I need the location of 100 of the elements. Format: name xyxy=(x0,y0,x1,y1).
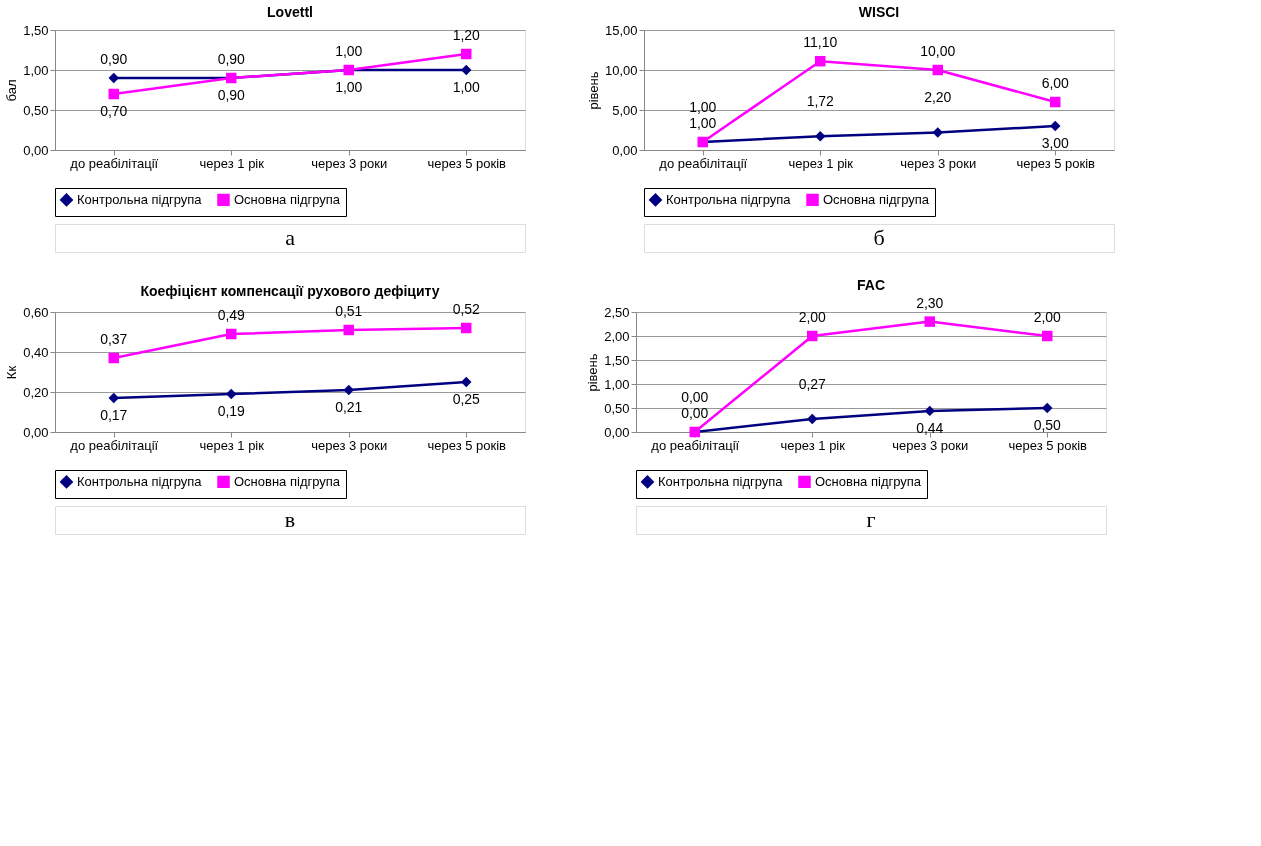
chart-title: Коефіцієнт компенсації рухового дефіциту xyxy=(140,283,440,299)
y-tick-label: 1,50 xyxy=(23,22,49,38)
x-tick-label: через 1 рік xyxy=(788,155,854,171)
data-label: 11,10 xyxy=(803,34,838,51)
y-tick-label: 15,00 xyxy=(604,22,638,38)
point xyxy=(924,316,935,327)
point xyxy=(343,384,354,396)
x-tick-label: через 3 роки xyxy=(311,437,388,453)
point xyxy=(108,72,119,84)
point xyxy=(932,64,943,76)
y-tick-label: 2,00 xyxy=(604,328,630,344)
data-label: 0,90 xyxy=(217,51,246,67)
data-label: 0,00 xyxy=(681,405,709,421)
x-tick-label: через 5 років xyxy=(427,437,507,453)
data-label: 0,90 xyxy=(100,51,128,67)
data-label: 0,17 xyxy=(100,407,128,423)
y-axis-title: Кк xyxy=(4,365,20,380)
data-label: 3,00 xyxy=(1041,135,1070,151)
data-label: 1,00 xyxy=(689,99,717,115)
x-tick-label: через 5 років xyxy=(427,155,507,171)
point xyxy=(1050,96,1061,108)
y-tick-label: 5,00 xyxy=(612,102,638,118)
data-label: 0,70 xyxy=(100,103,128,119)
y-axis-title: рівень xyxy=(585,353,601,392)
point xyxy=(924,405,935,417)
chart-title: WISCI xyxy=(858,4,900,20)
data-label: 0,50 xyxy=(1033,417,1062,433)
data-label: 2,00 xyxy=(798,309,827,325)
text: б xyxy=(873,225,885,250)
x-tick-label: до реабілітації xyxy=(70,437,159,453)
y-tick-label: 0,50 xyxy=(604,400,630,416)
point xyxy=(1042,402,1053,414)
data-label: 1,72 xyxy=(806,93,835,110)
data-label: 0,21 xyxy=(335,399,363,415)
x-tick-label: через 1 рік xyxy=(780,437,846,453)
point xyxy=(108,392,119,404)
y-tick-label: 0,40 xyxy=(23,344,49,360)
x-tick-label: через 3 роки xyxy=(311,155,388,171)
data-label: 0,27 xyxy=(798,376,827,393)
chart-title: FAC xyxy=(857,276,885,293)
text: в xyxy=(284,507,296,532)
x-tick-label: через 3 роки xyxy=(900,155,977,171)
point xyxy=(343,324,354,336)
point xyxy=(815,55,826,67)
point xyxy=(461,322,472,334)
y-axis-title: бал xyxy=(4,79,20,102)
legend-label: Основна підгрупа xyxy=(823,191,930,207)
data-label: 0,37 xyxy=(100,331,128,347)
point xyxy=(108,352,119,364)
x-tick-label: до реабілітації xyxy=(659,155,748,171)
y-tick-label: 0,20 xyxy=(23,384,49,400)
data-label: 1,00 xyxy=(689,115,717,131)
point xyxy=(461,48,472,60)
data-label: 0,44 xyxy=(916,419,944,436)
point xyxy=(815,131,826,142)
legend-label: Контрольна підгрупа xyxy=(658,473,784,489)
data-label: 10,00 xyxy=(920,43,956,59)
x-tick-label: через 1 рік xyxy=(199,437,265,453)
legend-label: Контрольна підгрупа xyxy=(77,473,203,489)
y-tick-label: 2,50 xyxy=(604,304,630,320)
data-label: 0,19 xyxy=(217,403,246,419)
point xyxy=(108,88,119,100)
data-label: 1,00 xyxy=(335,79,363,95)
data-label: 0,25 xyxy=(452,391,481,407)
data-label: 2,20 xyxy=(924,89,952,106)
data-label: 0,00 xyxy=(681,389,709,405)
x-tick-label: до реабілітації xyxy=(651,437,740,453)
legend-label: Контрольна підгрупа xyxy=(666,191,792,207)
legend-label: Основна підгрупа xyxy=(815,473,922,489)
y-tick-label: 1,50 xyxy=(604,352,630,368)
x-tick-label: до реабілітації xyxy=(70,155,159,171)
legend-label: Основна підгрупа xyxy=(234,473,341,489)
chart-title: Lovettl xyxy=(267,4,313,20)
text: а xyxy=(285,225,296,250)
point xyxy=(461,376,472,388)
point xyxy=(461,64,472,76)
x-tick-label: через 5 років xyxy=(1016,155,1096,171)
y-tick-label: 0,50 xyxy=(23,102,49,118)
y-tick-label: 0,00 xyxy=(604,424,630,440)
y-tick-label: 0,00 xyxy=(612,142,638,158)
text: г xyxy=(866,507,876,532)
x-tick-label: через 1 рік xyxy=(199,155,265,171)
y-tick-label: 0,60 xyxy=(23,304,49,320)
point xyxy=(226,328,237,340)
y-tick-label: 1,00 xyxy=(604,376,630,392)
point xyxy=(932,127,943,138)
data-label: 0,52 xyxy=(452,301,481,317)
y-tick-label: 0,00 xyxy=(23,142,49,158)
point xyxy=(1050,120,1061,132)
data-label: 0,90 xyxy=(217,87,246,103)
y-tick-label: 1,00 xyxy=(23,62,49,78)
legend-label: Контрольна підгрупа xyxy=(77,191,203,207)
data-label: 1,20 xyxy=(452,27,481,43)
y-tick-label: 10,00 xyxy=(604,62,638,78)
data-label: 1,00 xyxy=(335,43,363,59)
x-tick-label: через 5 років xyxy=(1008,437,1088,453)
data-label: 6,00 xyxy=(1041,75,1070,91)
y-tick-label: 0,00 xyxy=(23,424,49,440)
y-axis-title: рівень xyxy=(585,71,601,110)
data-label: 0,49 xyxy=(217,307,246,323)
